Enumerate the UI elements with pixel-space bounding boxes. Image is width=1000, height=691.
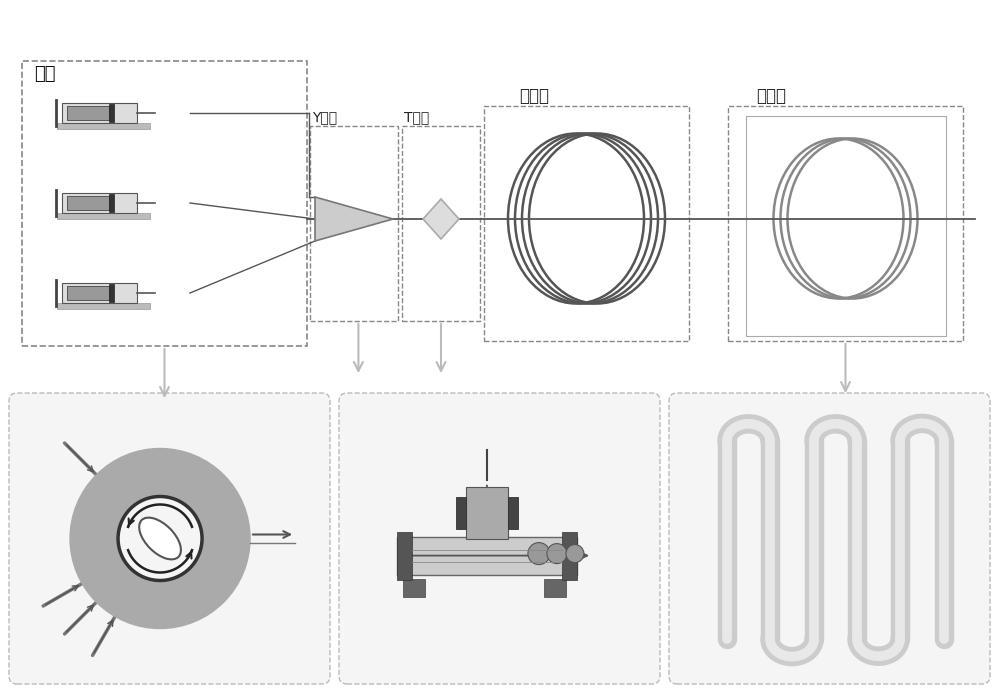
Bar bbox=[746, 116, 946, 336]
Bar bbox=[67, 106, 109, 120]
Text: 冷却区: 冷却区 bbox=[756, 87, 786, 105]
Bar bbox=[544, 578, 566, 596]
Polygon shape bbox=[315, 197, 393, 241]
Bar bbox=[402, 126, 480, 321]
Bar bbox=[109, 104, 114, 122]
Bar bbox=[57, 213, 150, 219]
Polygon shape bbox=[423, 199, 459, 239]
Bar bbox=[109, 284, 114, 302]
Text: T型区: T型区 bbox=[404, 110, 429, 124]
Bar bbox=[466, 486, 508, 538]
FancyBboxPatch shape bbox=[9, 393, 330, 684]
Bar bbox=[57, 123, 150, 129]
Bar bbox=[728, 106, 963, 341]
Bar bbox=[62, 193, 137, 213]
Circle shape bbox=[118, 497, 202, 580]
Bar bbox=[310, 126, 398, 321]
Circle shape bbox=[566, 545, 584, 562]
Bar bbox=[397, 537, 577, 575]
Bar bbox=[484, 106, 689, 341]
FancyBboxPatch shape bbox=[669, 393, 990, 684]
Text: 加热区: 加热区 bbox=[519, 87, 549, 105]
Circle shape bbox=[70, 448, 250, 629]
Bar bbox=[67, 196, 109, 210]
Bar bbox=[22, 61, 307, 346]
Bar bbox=[57, 303, 150, 309]
Bar bbox=[62, 103, 137, 123]
Text: Y型区: Y型区 bbox=[312, 110, 337, 124]
Bar bbox=[62, 283, 137, 303]
Bar bbox=[397, 531, 412, 580]
Circle shape bbox=[528, 542, 550, 565]
Bar bbox=[403, 578, 425, 596]
FancyBboxPatch shape bbox=[339, 393, 660, 684]
Bar bbox=[67, 286, 109, 300]
Bar bbox=[456, 498, 466, 529]
Text: 泵区: 泵区 bbox=[34, 65, 56, 83]
Bar bbox=[562, 531, 577, 580]
Ellipse shape bbox=[139, 518, 181, 560]
Circle shape bbox=[547, 544, 567, 564]
Bar bbox=[109, 194, 114, 212]
Bar bbox=[508, 498, 518, 529]
